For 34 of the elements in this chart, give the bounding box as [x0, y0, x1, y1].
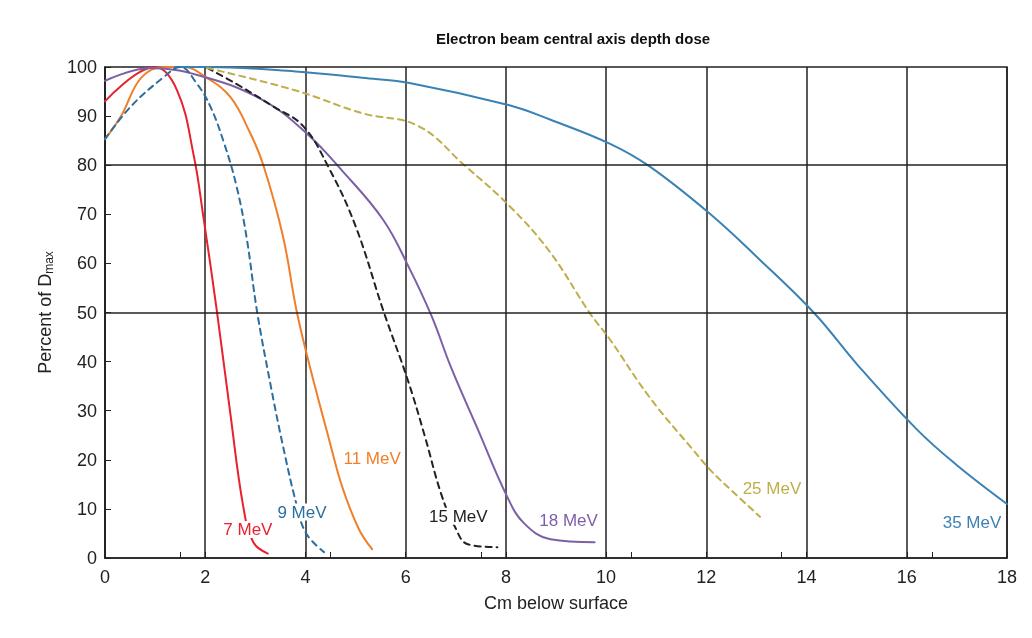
series-label: 9 MeV — [277, 502, 328, 522]
x-tick-label: 8 — [500, 567, 511, 587]
x-tick-label: 4 — [300, 567, 311, 587]
x-tick-label: 2 — [200, 567, 211, 587]
x-tick-label: 10 — [596, 567, 617, 587]
x-tick-label: 6 — [400, 567, 411, 587]
series-label: 25 MeV — [742, 479, 802, 499]
series-label: 7 MeV — [223, 520, 274, 540]
y-tick-label: 50 — [76, 302, 97, 323]
line-series — [104, 66, 596, 544]
series-label: 11 MeV — [343, 448, 402, 468]
x-tick-label: 12 — [696, 567, 717, 587]
x-tick-label: 0 — [99, 567, 111, 587]
chart-title: Electron beam central axis depth dose — [435, 30, 711, 47]
y-tick-label: 60 — [76, 253, 97, 274]
y-tick-label: 0 — [86, 548, 97, 568]
y-tick-label: 30 — [76, 400, 97, 421]
y-tick-label: 20 — [76, 449, 97, 470]
series-label: 18 MeV — [539, 510, 599, 530]
y-tick-label: 80 — [76, 155, 97, 176]
y-axis-title: Percent of Dmax — [35, 251, 56, 374]
x-tick-label: 18 — [996, 567, 1018, 587]
line-series — [104, 66, 325, 554]
series-label: 15 MeV — [429, 506, 489, 526]
line-series — [174, 66, 1008, 505]
x-tick-label: 16 — [896, 567, 917, 587]
y-tick-label: 90 — [76, 106, 97, 127]
y-tick-label: 40 — [76, 351, 97, 372]
y-tick-label: 70 — [76, 204, 97, 225]
series-label: 35 MeV — [942, 513, 1002, 533]
x-tick-label: 14 — [796, 567, 817, 587]
y-tick-label: 100 — [66, 57, 97, 77]
x-axis-title: Cm below surface — [483, 593, 629, 613]
y-tick-label: 10 — [76, 498, 97, 519]
